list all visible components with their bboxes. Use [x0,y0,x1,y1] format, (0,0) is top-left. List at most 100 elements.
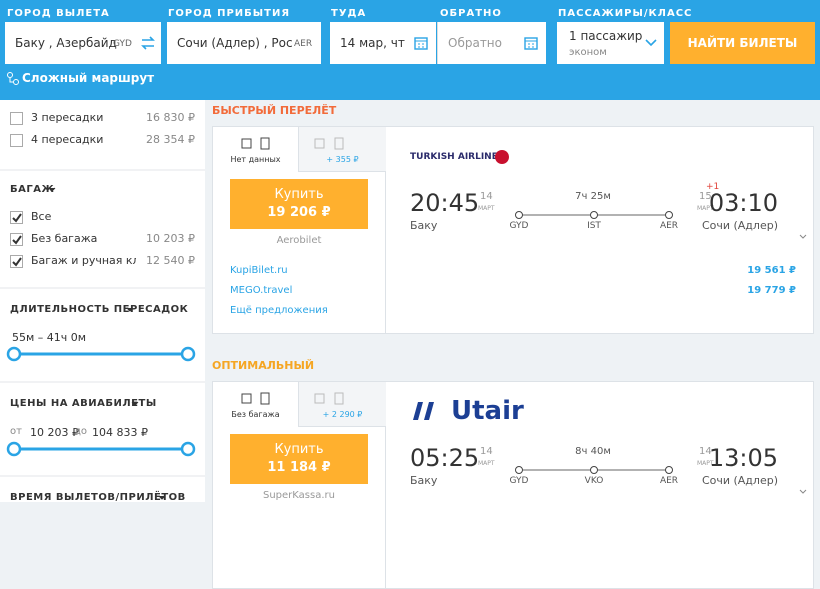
filter-price: 16 830 ₽ [146,111,195,124]
airline-logo: Utair [451,396,524,426]
airline-logo: TURKISH AIRLINES [410,152,505,162]
to-field[interactable]: Сочи (Адлер) , Рос AER [167,22,321,64]
dep-city: Баку [410,219,438,232]
depart-field[interactable]: 14 мар, чт [330,22,436,64]
dep-time: 05:25 [410,444,480,472]
price-from: 10 203 ₽ [30,426,79,439]
sidebar-graphics [0,169,205,500]
filter-option: Багаж и ручная кладь [31,254,136,267]
value: 14 мар, чт [340,36,405,50]
filter-title: БАГАЖ [10,184,55,195]
price-panel [213,382,386,588]
search-button[interactable]: НАЙТИ БИЛЕТЫ [670,22,815,64]
label: ПАССАЖИРЫ/КЛАСС [558,8,693,19]
airport-code: AER [659,221,679,231]
checkbox[interactable] [10,112,23,125]
ticket-card: + 2 290 ₽ Без багажа Купить 11 184 ₽ SuperKa… [212,381,814,589]
buy-button[interactable]: Купить 11 184 ₽ [230,434,368,484]
checkbox[interactable] [10,134,23,147]
airline-emblem [410,400,434,424]
arr-day: 15 [699,191,712,202]
value: Обратно [448,36,502,50]
complex-route-link[interactable]: Сложный маршрут [22,71,155,85]
results: БЫСТРЫЙ ПЕРЕЛЁТ + 355 ₽ Нет данных Купить 19… [212,104,814,589]
baggage-icons [241,135,391,151]
filter-price: 10 203 ₽ [146,232,195,245]
checkbox[interactable] [10,233,23,246]
dep-city: Баку [410,474,438,487]
tab-label: Нет данных [230,155,281,164]
baggage-icons [241,390,391,406]
price-to: 104 833 ₽ [92,426,148,439]
buy-label: Купить [274,187,324,202]
return-field[interactable]: Обратно [437,22,546,64]
ticket-card: + 355 ₽ Нет данных Купить 19 206 ₽ Aerobilet… [212,126,814,334]
filter-price: 12 540 ₽ [146,254,195,267]
label: ТУДА [331,8,367,19]
price-from-label: от [10,426,22,437]
swap-icon[interactable] [140,35,156,51]
dep-month: МАРТ [478,460,495,467]
arr-time: 03:10 [708,189,778,217]
expand-chevron[interactable] [799,480,807,494]
code: AER [294,39,313,49]
filter-title: ЦЕНЫ НА АВИАБИЛЕТЫ [10,398,157,409]
day-shift: +1 [706,182,720,192]
dep-day: 14 [480,446,493,457]
section-title: БЫСТРЫЙ ПЕРЕЛЁТ [212,104,337,117]
filter-option: 4 пересадки [31,133,104,146]
offer-agent[interactable]: KupiBilet.ru [230,265,288,276]
agent: Aerobilet [276,235,322,246]
price-to-label: до [74,426,88,437]
label: ГОРОД ВЫЛЕТА [7,8,110,19]
search-header: ГОРОД ВЫЛЕТА ГОРОД ПРИБЫТИЯ ТУДА ОБРАТНО… [0,0,820,100]
filter-option: Все [31,210,52,223]
arr-city: Сочи (Адлер) [701,219,778,232]
value: Сочи (Адлер) , Рос [177,36,293,50]
arr-month: МАРТ [697,205,714,212]
filter-option: 3 пересадки [31,111,104,124]
checkbox[interactable] [10,255,23,268]
arr-city: Сочи (Адлер) [701,474,778,487]
buy-label: Купить [274,442,324,457]
route-line [513,205,673,219]
expand-chevron[interactable] [799,225,807,239]
route-line [513,460,673,474]
buy-button[interactable]: Купить 19 206 ₽ [230,179,368,229]
calendar-icon [524,37,538,50]
code: GYD [113,39,132,49]
filter-price: 28 354 ₽ [146,133,195,146]
class: эконом [569,47,607,58]
label: ГОРОД ПРИБЫТИЯ [168,8,291,19]
dep-time: 20:45 [410,189,480,217]
offer-price[interactable]: 19 561 ₽ [747,265,796,276]
tab-price: + 2 290 ₽ [322,410,363,419]
dep-month: МАРТ [478,205,495,212]
buy-price: 11 184 ₽ [267,460,331,475]
airport-code: GYD [509,476,529,486]
dep-day: 14 [480,191,493,202]
pax-field[interactable]: 1 пассажир эконом [557,22,664,64]
chevron [645,39,657,47]
offer-price[interactable]: 19 779 ₽ [747,285,796,296]
from-field[interactable]: Баку , Азербайд GYD [5,22,161,64]
filter-option: Без багажа [31,232,98,245]
checkbox[interactable] [10,211,23,224]
arr-time: 13:05 [708,444,778,472]
filter-title: ДЛИТЕЛЬНОСТЬ ПЕРЕСАДОК [10,304,189,315]
airport-code: IST [587,221,601,231]
route-icon [7,72,19,85]
airport-code: AER [659,476,679,486]
offer-agent[interactable]: MEGO.travel [230,285,293,296]
arr-day: 14 [699,446,712,457]
section-title: ОПТИМАЛЬНЫЙ [212,359,315,372]
agent: SuperKassa.ru [263,490,335,501]
more-offers[interactable]: Ещё предложения [230,305,328,316]
label: ОБРАТНО [440,8,502,19]
filters-sidebar: БАГАЖ ДЛИТЕЛЬНОСТЬ ПЕРЕСАДОК 55м – 41ч 0… [0,100,205,503]
tab-label: Без багажа [231,410,280,419]
value: 1 пассажир [569,29,643,43]
duration-range: 55м – 41ч 0м [12,331,87,344]
arr-month: МАРТ [697,460,714,467]
